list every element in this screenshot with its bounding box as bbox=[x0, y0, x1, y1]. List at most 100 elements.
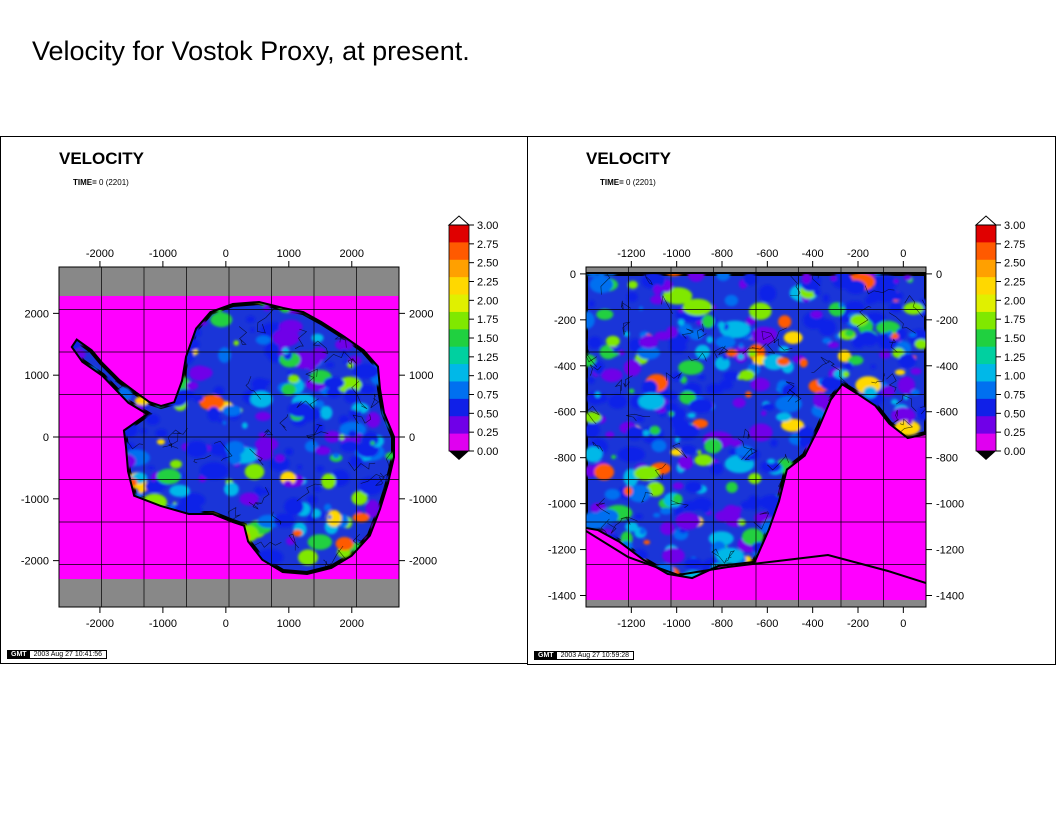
velocity-cell bbox=[596, 309, 614, 320]
velocity-cell bbox=[209, 442, 230, 456]
y-tick-label-left: -400 bbox=[554, 361, 576, 373]
velocity-cell bbox=[239, 492, 259, 506]
velocity-cell bbox=[222, 420, 227, 425]
velocity-cell bbox=[284, 448, 294, 456]
y-tick-label-left: -800 bbox=[554, 453, 576, 465]
panel-title: VELOCITY bbox=[59, 149, 145, 168]
colorbar: 3.00 2.75 2.50 2.25 2.00 1.75 1.50 1.25 1.00 0.75… bbox=[974, 215, 1025, 460]
velocity-cell bbox=[628, 484, 651, 503]
contour-line bbox=[622, 321, 631, 336]
velocity-cell bbox=[830, 275, 837, 281]
velocity-cell bbox=[179, 473, 185, 479]
velocity-cell bbox=[689, 329, 704, 341]
colorbar-swatch bbox=[449, 364, 469, 382]
contour-line bbox=[725, 550, 736, 562]
velocity-cell bbox=[207, 406, 220, 422]
y-tick-label-left: -1000 bbox=[21, 494, 49, 506]
colorbar-swatch bbox=[976, 346, 996, 365]
colorbar-tick-label: 0.50 bbox=[1004, 408, 1025, 420]
colorbar-swatch bbox=[449, 294, 469, 313]
colorbar-swatch bbox=[449, 381, 469, 400]
velocity-cell bbox=[356, 433, 363, 439]
colorbar-bottom-arrow bbox=[976, 451, 996, 460]
velocity-cell bbox=[669, 340, 687, 354]
velocity-cell bbox=[306, 495, 318, 505]
contour-line bbox=[620, 516, 638, 525]
velocity-cell bbox=[348, 409, 358, 419]
contour-line bbox=[249, 448, 264, 466]
colorbar-swatch bbox=[976, 398, 996, 417]
contour-line bbox=[641, 492, 654, 503]
colorbar-tick-label: 0.50 bbox=[477, 408, 498, 420]
velocity-cell bbox=[739, 369, 755, 381]
velocity-cell bbox=[340, 440, 360, 452]
x-tick-label-bottom: 0 bbox=[223, 618, 229, 630]
velocity-cell bbox=[670, 448, 684, 456]
y-tick-label-right: -1200 bbox=[936, 545, 964, 557]
velocity-cell bbox=[687, 412, 696, 419]
colorbar-swatch bbox=[976, 381, 996, 400]
velocity-cell bbox=[217, 418, 223, 423]
velocity-cell bbox=[199, 462, 229, 480]
contour-line bbox=[256, 486, 270, 504]
colorbar-swatch bbox=[449, 346, 469, 365]
velocity-cell bbox=[750, 377, 770, 392]
contour-line bbox=[661, 295, 673, 314]
colorbar-swatch bbox=[976, 433, 996, 452]
velocity-cell bbox=[689, 398, 713, 414]
velocity-cell bbox=[307, 534, 332, 550]
velocity-cell bbox=[246, 316, 256, 323]
velocity-cell bbox=[894, 369, 906, 376]
velocity-cell bbox=[348, 355, 362, 365]
panel-time: TIME= 0 (2201) bbox=[73, 178, 129, 187]
contour-line bbox=[672, 442, 688, 459]
velocity-cell bbox=[814, 277, 821, 284]
colorbar-swatch bbox=[976, 294, 996, 313]
contour-line bbox=[744, 447, 758, 461]
x-tick-label-bottom: 0 bbox=[900, 618, 906, 630]
colorbar-tick-label: 2.00 bbox=[1004, 295, 1025, 307]
velocity-cell bbox=[872, 275, 898, 290]
velocity-cell bbox=[678, 360, 704, 375]
contour-line bbox=[586, 344, 598, 367]
velocity-cell bbox=[169, 484, 190, 497]
y-tick-label-left: -2000 bbox=[21, 556, 49, 568]
velocity-cell bbox=[586, 311, 595, 329]
contour-line bbox=[352, 414, 372, 424]
contour-line bbox=[817, 274, 836, 279]
velocity-cell bbox=[359, 477, 384, 495]
time-label: TIME= bbox=[73, 178, 97, 187]
colorbar-swatch bbox=[449, 416, 469, 435]
velocity-cell bbox=[597, 274, 606, 277]
colorbar-tick-label: 0.00 bbox=[477, 446, 498, 458]
velocity-cell bbox=[715, 356, 730, 371]
velocity-cell bbox=[903, 275, 912, 281]
velocity-cell bbox=[678, 455, 693, 470]
velocity-cell bbox=[706, 336, 714, 344]
colorbar-swatch bbox=[449, 329, 469, 348]
colorbar-swatch bbox=[449, 259, 469, 278]
velocity-map-panel-zoom: VELOCITY TIME= 0 (2201) -1200 -1200 -1000-… bbox=[527, 136, 1056, 665]
velocity-cell bbox=[638, 392, 665, 410]
velocity-cell bbox=[639, 335, 659, 349]
velocity-cell bbox=[604, 488, 621, 500]
contour-line bbox=[306, 431, 329, 446]
contour-line bbox=[324, 351, 353, 369]
contour-line bbox=[351, 381, 368, 410]
velocity-cell bbox=[592, 361, 605, 376]
velocity-cell bbox=[685, 481, 703, 493]
velocity-cell bbox=[838, 302, 845, 308]
velocity-cell bbox=[903, 302, 924, 315]
colorbar-tick-label: 1.25 bbox=[477, 352, 498, 364]
velocity-cell bbox=[222, 405, 242, 417]
velocity-cell bbox=[594, 463, 615, 481]
velocity-cell bbox=[366, 412, 381, 428]
x-tick-label-bottom: -2000 bbox=[86, 618, 114, 630]
panel-time: TIME= 0 (2201) bbox=[600, 178, 656, 187]
x-tick-label-bottom: -600 bbox=[756, 618, 778, 630]
velocity-cell bbox=[225, 440, 245, 456]
velocity-cell bbox=[281, 383, 297, 396]
velocity-cell bbox=[748, 473, 762, 484]
y-tick-label-left: 1000 bbox=[25, 370, 49, 382]
colorbar-tick-label: 1.75 bbox=[477, 314, 498, 326]
